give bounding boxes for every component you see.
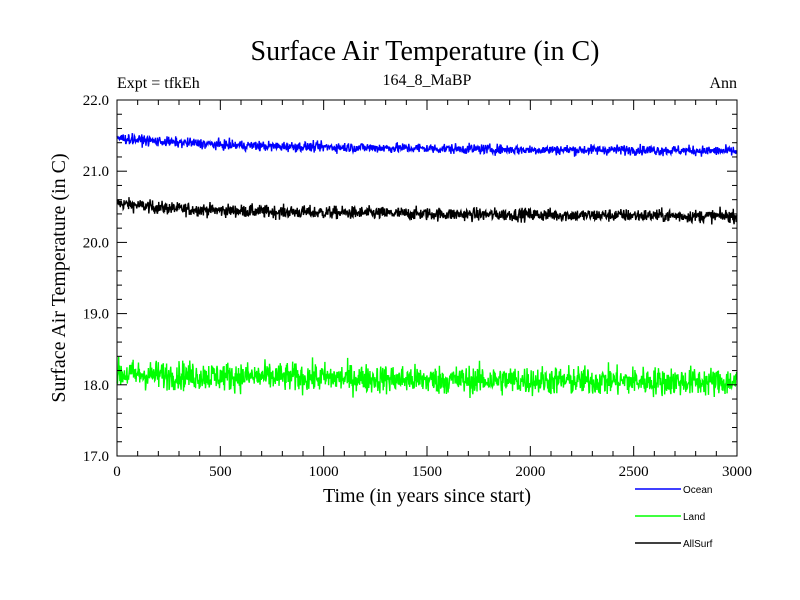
x-tick-label: 2500 <box>619 464 649 480</box>
x-tick-label: 1000 <box>309 464 339 480</box>
series-layer <box>116 132 738 399</box>
legend-label-allsurf: AllSurf <box>683 539 713 550</box>
legend-label-ocean: Ocean <box>683 485 712 496</box>
y-tick-label: 21.0 <box>83 164 109 180</box>
series-line-land <box>116 356 738 399</box>
x-tick-label: 0 <box>113 464 121 480</box>
x-tick-label: 3000 <box>722 464 752 480</box>
y-axis-label: Surface Air Temperature (in C) <box>48 153 70 402</box>
x-tick-label: 500 <box>209 464 232 480</box>
plot-frame <box>116 99 738 457</box>
chart-title: Surface Air Temperature (in C) <box>251 36 600 67</box>
series-line-ocean <box>116 132 738 157</box>
axes-layer: 0 500 1000 1500 2000 2500 3000 17.0 18.0 19.0 20.0… <box>83 93 752 480</box>
y-tick-label: 19.0 <box>83 307 109 323</box>
chart-subtitle: 164_8_MaBP <box>383 72 472 89</box>
y-tick-label: 18.0 <box>83 378 109 394</box>
y-tick-label: 17.0 <box>83 449 109 465</box>
legend: Ocean Land AllSurf <box>635 485 713 550</box>
x-axis-label: Time (in years since start) <box>323 485 531 507</box>
season-label: Ann <box>709 75 737 92</box>
x-tick-label: 1500 <box>412 464 442 480</box>
series-line-allsurf <box>116 197 738 225</box>
experiment-label: Expt = tfkEh <box>117 75 200 92</box>
y-tick-label: 20.0 <box>83 235 109 251</box>
x-tick-label: 2000 <box>515 464 545 480</box>
y-tick-label: 22.0 <box>83 93 109 109</box>
legend-label-land: Land <box>683 512 705 523</box>
